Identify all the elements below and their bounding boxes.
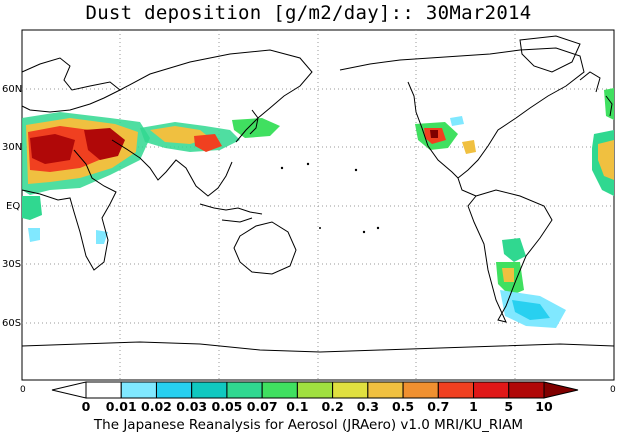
colorbar-tick-label: 0.02 <box>141 399 172 414</box>
lat-label-30n: 30N <box>2 142 22 153</box>
colorbar-tick-label: 0 <box>82 399 91 414</box>
colorbar-tick-label: 0.2 <box>322 399 344 414</box>
colorbar-tick-label: 1 <box>469 399 478 414</box>
colorbar-tick-label: 10 <box>535 399 553 414</box>
colorbar-tick-label: 0.07 <box>247 399 278 414</box>
lat-label-60n: 60N <box>2 84 22 95</box>
colorbar-segment <box>473 381 510 399</box>
colorbar-tick-label: 0.3 <box>357 399 379 414</box>
colorbar-segment <box>437 381 475 399</box>
map-title: Dust deposition [g/m2/day]:: 30Mar2014 <box>85 2 532 24</box>
colorbar-labels: 0 0.01 0.02 0.03 0.05 0.07 0.1 0.2 0.3 0.5 0.7 1 5 10 <box>82 399 553 414</box>
lat-label-eq: EQ <box>6 201 20 212</box>
colorbar-segment <box>332 381 369 399</box>
colorbar-tick-label: 0.5 <box>392 399 414 414</box>
colorbar-segment <box>85 381 122 399</box>
colorbar-tick-label: 0.05 <box>212 399 243 414</box>
colorbar-edge-right: 0 <box>610 385 616 395</box>
colorbar-segment <box>367 381 404 399</box>
colorbar-tick-label: 5 <box>504 399 513 414</box>
colorbar-segment <box>51 381 87 399</box>
colorbar <box>51 381 579 399</box>
footer-caption: The Japanese Reanalysis for Aerosol (JRA… <box>93 417 524 433</box>
colorbar-segment <box>296 381 334 399</box>
coastlines <box>21 35 615 353</box>
colorbar-edge-left: 0 <box>20 385 26 395</box>
colorbar-tick-label: 0.03 <box>176 399 207 414</box>
colorbar-tick-label: 0.7 <box>427 399 449 414</box>
colorbar-segment <box>261 381 298 399</box>
colorbar-segment <box>155 381 193 399</box>
islands <box>280 162 380 234</box>
colorbar-tick-label: 0.1 <box>286 399 308 414</box>
lat-label-60s: 60S <box>2 318 21 329</box>
colorbar-tick-label: 0.01 <box>106 399 137 414</box>
colorbar-segment <box>120 381 157 399</box>
map-frame <box>21 29 615 381</box>
colorbar-segment <box>402 381 439 399</box>
colorbar-segment <box>508 381 545 399</box>
lat-label-30s: 30S <box>2 259 21 270</box>
colorbar-segment <box>543 381 579 399</box>
dust-field <box>22 88 614 328</box>
grid-lines <box>22 30 614 380</box>
colorbar-segment <box>226 381 263 399</box>
colorbar-segment <box>191 381 228 399</box>
lat-axis-labels: 60N 30N EQ 30S 60S <box>2 84 22 329</box>
